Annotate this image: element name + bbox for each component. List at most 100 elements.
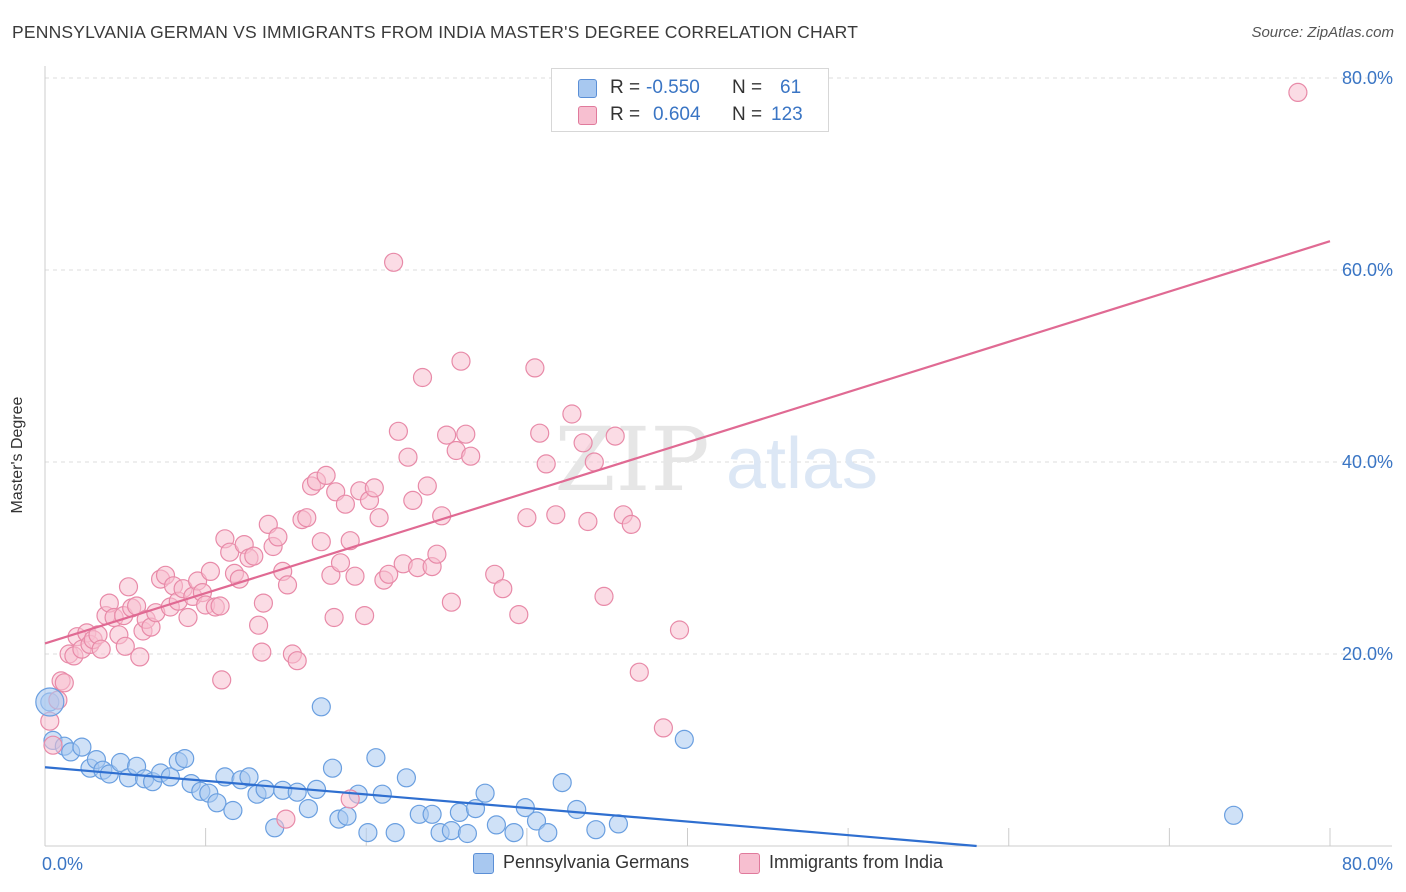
point-pennsylvania-germans-27 — [255, 779, 275, 800]
trend-lines — [44, 240, 1331, 848]
point-immigrants-india-91 — [451, 351, 471, 371]
point-pennsylvania-germans-39 — [366, 748, 386, 768]
point-immigrants-india-96 — [509, 604, 529, 625]
legend-n-value: 61 — [780, 77, 802, 98]
point-pennsylvania-germans-38 — [358, 822, 378, 843]
point-immigrants-india-101 — [546, 505, 566, 525]
point-immigrants-india-77 — [384, 252, 404, 272]
point-immigrants-india-78 — [388, 421, 408, 441]
point-pennsylvania-germans-36 — [337, 806, 357, 826]
point-pennsylvania-germans-41 — [385, 822, 405, 843]
point-immigrants-india-112 — [669, 620, 690, 640]
legend-r-value: 0.604 — [653, 104, 701, 125]
point-pennsylvania-germans-44 — [422, 804, 442, 824]
point-pennsylvania-germans-47 — [449, 802, 469, 823]
point-pennsylvania-germans-31 — [298, 798, 318, 819]
point-immigrants-india-69 — [345, 566, 365, 586]
point-pennsylvania-germans-48 — [457, 823, 477, 844]
point-immigrants-india-83 — [412, 367, 433, 388]
point-immigrants-india-99 — [530, 423, 550, 443]
point-immigrants-india-81 — [403, 490, 423, 510]
y-tick-label-3: 80.0% — [1342, 68, 1393, 88]
point-immigrants-india-88 — [437, 425, 457, 445]
point-pennsylvania-germans-55 — [538, 822, 558, 843]
point-immigrants-india-114 — [252, 642, 272, 662]
point-pennsylvania-germans-30 — [287, 782, 307, 802]
legend-row-india: R = 0.604 N = 123 — [552, 102, 828, 128]
axes — [44, 66, 1392, 847]
point-immigrants-india-50 — [253, 593, 273, 613]
point-immigrants-india-1 — [43, 735, 63, 755]
point-immigrants-india-59 — [297, 508, 317, 528]
point-immigrants-india-111 — [653, 718, 674, 738]
point-immigrants-india-80 — [398, 447, 418, 467]
point-pennsylvania-germans-58 — [586, 820, 606, 840]
point-immigrants-india-89 — [441, 592, 461, 612]
y-tick-label-1: 40.0% — [1342, 452, 1393, 472]
point-immigrants-india-117 — [276, 809, 296, 829]
legend-r-label: R = — [610, 77, 641, 98]
trend-line-pennsylvania-germans — [44, 766, 977, 848]
point-pennsylvania-germans-34 — [322, 758, 343, 778]
data-points — [35, 82, 1308, 844]
legend-label: Immigrants from India — [769, 852, 944, 872]
point-pennsylvania-germans-60 — [674, 729, 694, 750]
legend-r-value: -0.550 — [646, 77, 700, 98]
point-immigrants-india-19 — [115, 636, 135, 656]
legend-swatch-blue — [578, 79, 597, 98]
point-immigrants-india-84 — [417, 476, 437, 496]
point-immigrants-india-109 — [621, 514, 641, 535]
tick-labels: 20.0% 40.0% 60.0% 80.0% 0.0% 80.0% — [42, 68, 1393, 874]
legend-swatch-pink — [578, 106, 597, 125]
point-immigrants-india-48 — [244, 546, 264, 566]
point-pennsylvania-germans-57 — [567, 799, 587, 820]
legend-label: Pennsylvania Germans — [503, 852, 690, 872]
point-pennsylvania-germans-50 — [475, 783, 495, 803]
point-pennsylvania-germans-large — [35, 687, 65, 717]
point-immigrants-india-4 — [54, 673, 74, 693]
point-immigrants-india-105 — [584, 452, 604, 472]
point-immigrants-india-110 — [629, 662, 649, 682]
point-immigrants-india-106 — [594, 586, 614, 607]
point-immigrants-india-98 — [525, 358, 545, 378]
point-immigrants-india-97 — [517, 508, 537, 528]
point-pennsylvania-germans-17 — [175, 748, 195, 769]
point-immigrants-india-20 — [118, 577, 139, 597]
point-pennsylvania-germans-25 — [239, 767, 259, 787]
point-immigrants-india-62 — [311, 532, 331, 552]
watermark-atlas: atlas — [726, 424, 878, 504]
point-pennsylvania-germans-51 — [486, 815, 506, 835]
point-immigrants-india-102 — [562, 404, 582, 424]
point-immigrants-india-76 — [379, 564, 399, 584]
trend-line-immigrants-india — [44, 240, 1331, 645]
point-immigrants-india-104 — [578, 511, 598, 532]
point-immigrants-india-94 — [485, 564, 505, 584]
legend-swatch-blue — [473, 853, 494, 874]
legend-r-label: R = — [610, 104, 641, 125]
point-pennsylvania-germans-56 — [552, 772, 572, 793]
point-immigrants-india-23 — [130, 647, 150, 667]
point-pennsylvania-germans-46 — [441, 820, 461, 841]
point-immigrants-india-74 — [369, 508, 389, 528]
point-immigrants-india-92 — [456, 424, 476, 444]
point-immigrants-india-13 — [91, 639, 111, 659]
point-immigrants-india-86 — [427, 544, 447, 564]
y-tick-label-2: 60.0% — [1342, 260, 1393, 280]
point-immigrants-india-39 — [200, 561, 220, 582]
x-tick-label-max: 80.0% — [1342, 854, 1393, 874]
legend-n-label: N = — [732, 104, 763, 125]
point-immigrants-india-71 — [355, 605, 375, 626]
legend-row-pennsylvania: R = -0.550 N = 61 — [552, 75, 828, 101]
point-pennsylvania-germans-33 — [311, 697, 331, 717]
point-immigrants-india-57 — [287, 651, 307, 671]
legend-n-value: 123 — [771, 104, 803, 125]
grid — [45, 77, 1392, 655]
point-immigrants-india-100 — [536, 454, 556, 474]
point-immigrants-india-53 — [268, 527, 288, 547]
point-immigrants-india-113 — [212, 670, 232, 690]
point-immigrants-india-41 — [210, 596, 230, 616]
point-immigrants-india-49 — [249, 615, 269, 635]
point-immigrants-india-93 — [461, 446, 481, 466]
point-pennsylvania-germans-52 — [504, 822, 524, 843]
